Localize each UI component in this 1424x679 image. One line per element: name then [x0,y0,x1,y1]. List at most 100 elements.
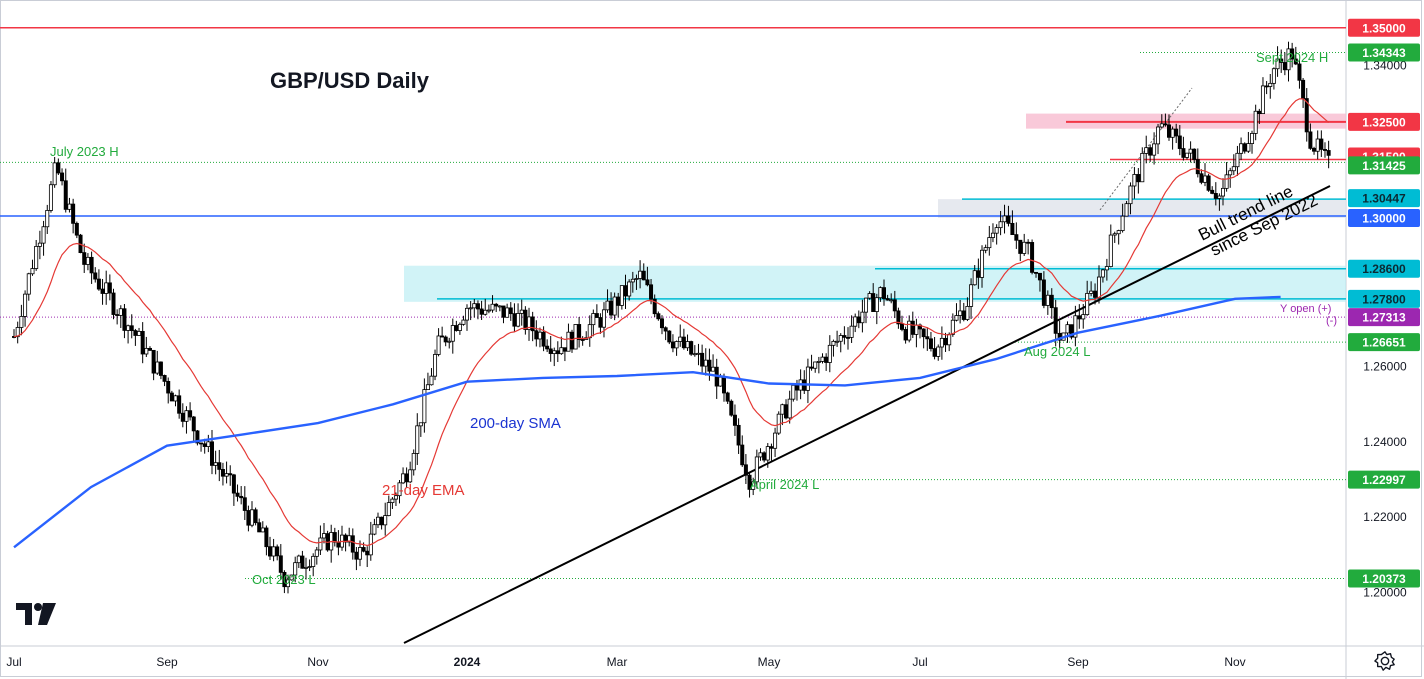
candle-body [921,328,926,338]
candle-body [605,300,610,311]
candle-body [711,366,716,372]
candle-body [1275,58,1280,70]
candle-body [541,331,546,347]
candle-body [1203,175,1208,183]
candle-body [809,366,814,369]
candle-body [468,307,473,310]
candle-body [508,307,513,315]
price-badge-label: 1.35000 [1362,21,1406,35]
candle-body [619,285,624,306]
candle-body [1124,203,1129,217]
candle-body [754,456,759,483]
candle-body [947,333,952,346]
candle-body [838,335,843,342]
candle-body [736,424,741,446]
candle-body [151,349,156,374]
candle-body [896,310,901,325]
candle-body [1231,166,1236,172]
candle-body [296,555,301,564]
candle-body [656,313,661,320]
candle-body [479,308,484,315]
candle-body [965,305,970,320]
candle-body [871,293,876,312]
candle-body [228,473,233,476]
candle-body [537,331,542,340]
candle-body [209,441,214,466]
candle-body [483,309,488,315]
candle-body [976,270,981,278]
candle-body [115,314,120,316]
candle-body [56,162,61,174]
candle-body [1010,222,1015,236]
candle-body [1159,123,1164,128]
candle-body [842,335,847,338]
candle-body [892,299,897,312]
candle-body [1077,315,1082,320]
candle-body [1242,143,1247,152]
candle-body [34,245,39,269]
candle-body [874,297,879,312]
candle-body [111,292,116,315]
candle-body [443,336,448,343]
candle-body [285,579,290,588]
candle-body [457,323,462,331]
candle-body [969,284,974,307]
price-badge-label: 1.20373 [1362,572,1406,586]
candle-body [1085,293,1090,316]
candle-body [1286,48,1291,71]
candle-body [464,307,469,321]
candle-body [758,452,763,458]
candle-body [52,162,57,186]
candle-body [129,325,134,331]
candle-body [354,551,359,560]
annotation-y-open-plus: Y open (+) [1280,303,1331,315]
candle-body [314,549,319,557]
candle-body [224,473,229,477]
candle-body [386,502,391,516]
candle-body [307,566,312,568]
candle-body [512,313,517,327]
candle-body [475,303,480,310]
candle-body [411,453,416,471]
candle-body [246,510,251,526]
candle-body [1140,153,1145,183]
candle-body [166,380,171,394]
candle-body [958,310,963,316]
bull-trend-line [403,185,1331,644]
candle-body [375,516,380,526]
y-tick-label: 1.22000 [1363,510,1407,524]
candle-body [573,324,578,350]
price-badge [1348,18,1420,37]
candle-body [780,404,785,415]
annotation-y-open-minus: (-) [1326,315,1337,327]
price-badge-label: 1.27800 [1362,292,1406,306]
candle-body [1170,128,1175,138]
candle-body [311,555,316,567]
price-badge [1348,470,1420,489]
candle-body [1144,147,1149,154]
price-badge-label: 1.26651 [1362,336,1406,350]
candle-body [598,317,603,328]
candle-body [100,288,105,294]
candle-body [393,495,398,500]
candle-body [998,221,1003,229]
candle-body [71,203,76,224]
candle-body [849,325,854,338]
candle-body [530,316,535,332]
candle-body [321,533,326,539]
candle-body [1026,241,1031,244]
candle-body [623,285,628,297]
candle-body [195,430,200,444]
candle-body [1177,135,1182,149]
gear-icon[interactable] [1374,650,1396,672]
candle-body [835,340,840,343]
candle-body [878,287,883,299]
candle-body [293,562,298,576]
candle-body [461,319,466,325]
candle-body [627,281,632,297]
candle-body [177,395,182,414]
candle-body [594,313,599,318]
candle-body [30,268,35,275]
candle-body [707,359,712,372]
